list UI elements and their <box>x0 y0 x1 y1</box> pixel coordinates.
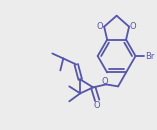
Text: O: O <box>97 22 103 31</box>
Text: O: O <box>102 77 108 86</box>
Text: O: O <box>94 101 100 110</box>
Text: O: O <box>130 22 136 31</box>
Text: Br: Br <box>146 51 155 61</box>
